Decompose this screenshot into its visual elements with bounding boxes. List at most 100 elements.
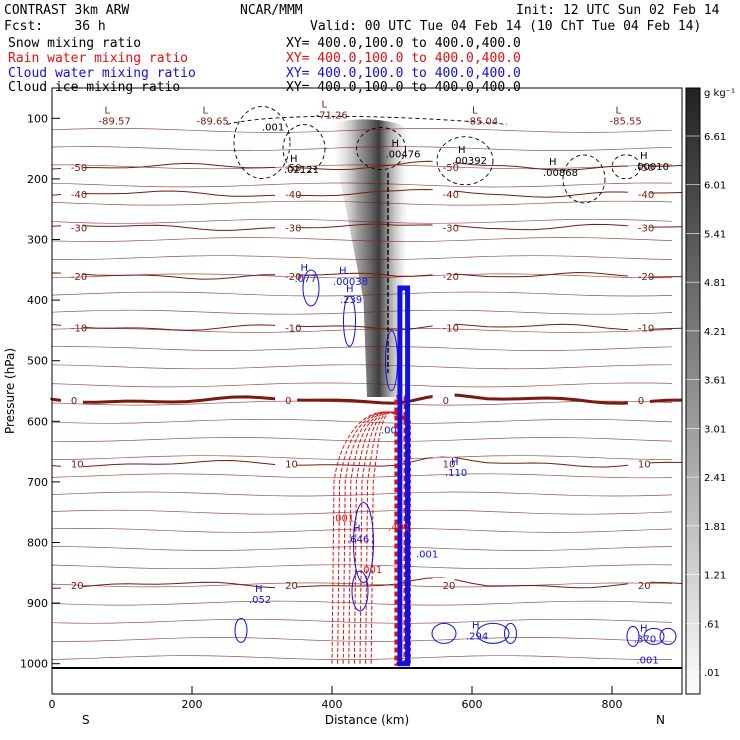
temp-contour-minor xyxy=(51,291,673,297)
temp-contour-minor xyxy=(51,255,673,261)
extremum-value: -89.57 xyxy=(99,116,131,127)
field-rain-name: Rain water mixing ratio xyxy=(8,51,189,66)
temp-contour-minor xyxy=(51,364,673,370)
temp-contour-minor xyxy=(51,273,672,279)
extremum-value: -89.65 xyxy=(197,116,229,127)
extremum-value: .00038 xyxy=(333,277,368,288)
temp-contour-label: 10 xyxy=(443,460,456,471)
temp-label-bg xyxy=(60,393,83,406)
center-name: NCAR/MMM xyxy=(240,3,303,18)
extremum-symbol: H xyxy=(353,524,361,535)
temp-contour-20 xyxy=(51,577,683,589)
temp-contour-label: 20 xyxy=(638,581,651,592)
temp-label-bg xyxy=(432,393,455,406)
extremum-value: .02121 xyxy=(284,165,319,176)
extremum-value: .239 xyxy=(340,295,362,306)
extremum-value: .00392 xyxy=(452,156,487,167)
temp-contour-minor xyxy=(51,564,673,570)
temp-contour-label: -40 xyxy=(285,190,301,201)
temp-contour-label: 0 xyxy=(443,396,449,407)
extremum-symbol: H xyxy=(301,263,309,274)
extremum-value: .370 xyxy=(634,634,656,645)
temp-label-bg xyxy=(627,320,650,333)
rain-contour xyxy=(348,411,409,664)
temp-contour-minor xyxy=(51,328,673,333)
cloud-contour xyxy=(385,330,398,392)
y-tick-label: 500 xyxy=(27,355,48,368)
temp-label-bg xyxy=(60,220,83,233)
extremum-value: -85.04 xyxy=(466,116,498,127)
rain-contour xyxy=(359,411,410,664)
colorbar-label: 5.41 xyxy=(704,229,726,240)
temp-contour-label: 10 xyxy=(638,460,651,471)
temp-contour-label: 20 xyxy=(285,581,298,592)
colorbar-label: 4.21 xyxy=(704,327,726,338)
ice-contour xyxy=(562,154,606,204)
ice-contour xyxy=(436,136,494,186)
colorbar-label: .01 xyxy=(704,668,720,679)
snow-plume xyxy=(328,119,413,398)
temp-label-bg xyxy=(275,187,298,200)
snow-shading xyxy=(328,119,413,398)
temp-contour-label: -30 xyxy=(443,223,459,234)
cloud-contour xyxy=(476,622,510,644)
y-tick-label: 1000 xyxy=(20,658,48,671)
cloud-contour xyxy=(643,627,665,645)
contour-label: .001 xyxy=(416,550,438,561)
temp-label-bg xyxy=(60,187,83,200)
temp-contour--10 xyxy=(51,323,683,331)
temp-label-bg xyxy=(432,159,455,172)
temp-contour-minor xyxy=(51,218,673,224)
temp-contour-minor xyxy=(51,164,673,170)
temp-contour--30 xyxy=(51,223,683,231)
temp-contour-minor xyxy=(51,582,673,588)
y-tick-label: 100 xyxy=(27,112,48,125)
cloud-contour xyxy=(431,622,457,644)
colorbar-label: 6.61 xyxy=(704,132,726,143)
north-label: N xyxy=(656,713,665,727)
x-tick-label: 0 xyxy=(49,698,56,711)
temp-contour-label: -40 xyxy=(443,190,459,201)
x-tick-label: 800 xyxy=(602,698,623,711)
cloud-contour xyxy=(504,622,517,644)
rain-contour xyxy=(342,411,408,664)
extremum-value: .00868 xyxy=(543,168,578,179)
temp-contour-label: -50 xyxy=(443,163,459,174)
temp-contour-label: -20 xyxy=(285,272,301,283)
field-cloud-xy: XY= 400.0,100.0 to 400.0,400.0 xyxy=(286,66,521,81)
extremum-symbol: H xyxy=(339,266,347,277)
colorbar-label: 1.21 xyxy=(704,571,726,582)
temp-label-bg xyxy=(432,187,455,200)
extremum-symbol: H xyxy=(458,145,466,156)
temperature-contours: -50 -50 -50 -50 -40 -40 -40 -40 -30 -30 -30 -30 -20 -… xyxy=(50,128,683,660)
init-time: Init: 12 UTC Sun 02 Feb 14 xyxy=(516,3,720,18)
temp-contour-minor xyxy=(51,473,673,479)
cloud-contour xyxy=(343,295,356,347)
temp-contour-label: -10 xyxy=(285,323,301,334)
y-axis-label: Pressure (hPa) xyxy=(3,348,17,434)
temp-label-bg xyxy=(275,320,298,333)
plot-frame xyxy=(51,87,683,695)
forecast-hour: Fcst: 36 h xyxy=(4,19,106,34)
temp-contour-minor xyxy=(51,146,673,151)
colorbar-label: 3.61 xyxy=(704,376,726,387)
rain-contour xyxy=(353,411,409,664)
temp-contour-label: -50 xyxy=(638,163,654,174)
field-cloud-name: Cloud water mixing ratio xyxy=(8,66,196,81)
cloud-water-contours xyxy=(234,269,677,667)
temp-contour--40 xyxy=(51,188,683,198)
temp-contour-label: -50 xyxy=(71,163,87,174)
temp-contour-label: 20 xyxy=(71,581,84,592)
y-tick-label: 300 xyxy=(27,234,48,247)
temp-label-bg xyxy=(627,577,650,590)
temp-label-bg xyxy=(432,456,455,469)
colorbar-label: 1.81 xyxy=(704,522,726,533)
extremum-value: -71.26 xyxy=(316,110,348,121)
ice-contour xyxy=(611,154,641,180)
temp-contour-label: 20 xyxy=(443,581,456,592)
temp-contour-label: -30 xyxy=(638,223,654,234)
ice-contour xyxy=(282,124,326,174)
temp-contour-label: 0 xyxy=(285,396,291,407)
field-ice-name: Cloud ice mixing ratio xyxy=(8,80,181,95)
extremum-value: .052 xyxy=(249,595,271,606)
